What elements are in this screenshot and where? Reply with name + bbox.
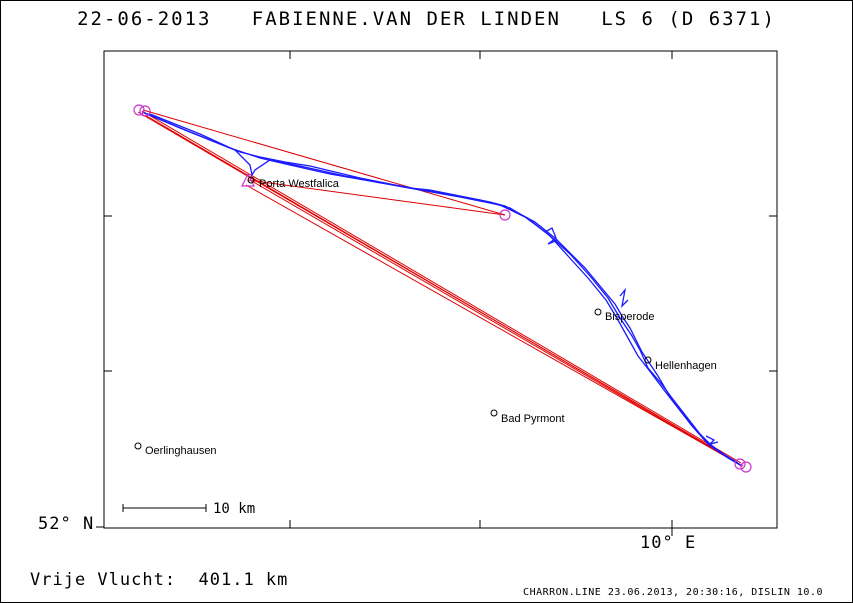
- town-label-oerlinghausen: Oerlinghausen: [145, 445, 217, 457]
- turnpoint-start-1: [133, 104, 145, 116]
- turnpoint-start-2: [139, 105, 151, 117]
- town-marker-bad-pyrmont: [490, 409, 498, 417]
- latitude-label: 52° N: [38, 514, 95, 534]
- longitude-label: 10° E: [640, 533, 697, 553]
- town-marker-hellenhagen: [644, 356, 652, 364]
- town-marker-porta-westfalica: [247, 176, 255, 184]
- turnpoint-end-1: [734, 458, 746, 470]
- town-marker-oerlinghausen: [134, 442, 142, 450]
- turnpoint-end-2: [740, 461, 752, 473]
- task-lines: [137, 109, 744, 467]
- flight-distance: Vrije Vlucht: 401.1 km: [30, 570, 289, 590]
- turnpoint-triangle: [241, 172, 255, 187]
- scale-bar: [122, 504, 207, 512]
- town-label-bad-pyrmont: Bad Pyrmont: [501, 413, 565, 425]
- town-markers: [134, 176, 652, 450]
- town-label-bisperode: Bisperode: [605, 311, 655, 323]
- town-label-porta-westfalica: Porta Westfalica: [259, 178, 340, 190]
- flight-track: [141, 111, 743, 467]
- town-label-hellenhagen: Hellenhagen: [655, 360, 717, 372]
- plot-border: [103, 50, 778, 529]
- town-marker-bisperode: [594, 308, 602, 316]
- scale-bar-label: 10 km: [213, 501, 255, 517]
- page-title: 22-06-2013 FABIENNE.VAN DER LINDEN LS 6 …: [77, 8, 776, 30]
- turnpoint-markers: [133, 104, 752, 473]
- footer-info: CHARRON.LINE 23.06.2013, 20:30:16, DISLI…: [523, 587, 823, 598]
- turnpoint-mid: [499, 209, 511, 221]
